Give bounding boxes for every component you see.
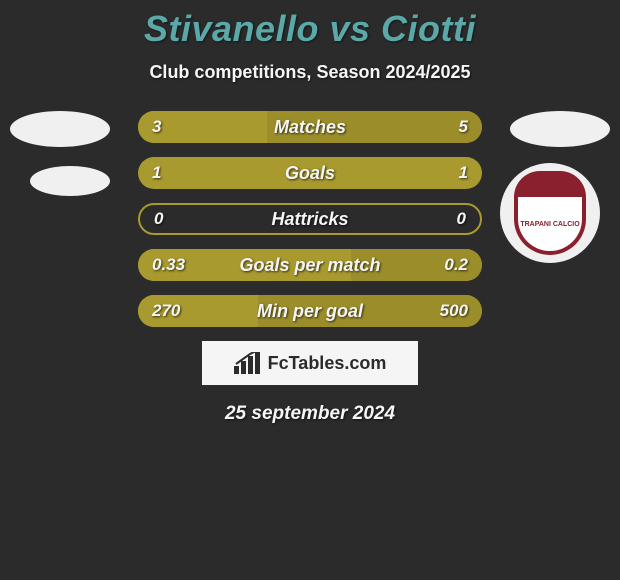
stat-value-right: 0.2 <box>444 255 468 275</box>
comparison-title: Stivanello vs Ciotti <box>0 0 620 50</box>
stat-label: Goals per match <box>239 255 380 276</box>
stat-bar-row: 3 Matches 5 <box>138 111 482 143</box>
stat-value-right: 500 <box>440 301 468 321</box>
chart-icon <box>234 352 262 374</box>
stat-value-left: 3 <box>152 117 161 137</box>
stat-value-left: 1 <box>152 163 161 183</box>
club-right-crest: TRAPANI CALCIO <box>514 171 586 255</box>
watermark-text: FcTables.com <box>268 353 387 374</box>
stat-value-right: 0 <box>457 209 466 229</box>
club-right-badge: TRAPANI CALCIO <box>500 163 600 263</box>
stat-bar-row: 0 Hattricks 0 <box>138 203 482 235</box>
stat-bar-row: 270 Min per goal 500 <box>138 295 482 327</box>
stat-bar-row: 1 Goals 1 <box>138 157 482 189</box>
stat-bars: 3 Matches 5 1 Goals 1 0 Hattricks 0 0.33 Goals per… <box>138 111 482 327</box>
club-right-crest-text: TRAPANI CALCIO <box>514 197 586 255</box>
stat-label: Matches <box>274 117 346 138</box>
stat-value-left: 270 <box>152 301 180 321</box>
stat-bar-row: 0.33 Goals per match 0.2 <box>138 249 482 281</box>
stat-value-left: 0.33 <box>152 255 185 275</box>
stat-label: Goals <box>285 163 335 184</box>
player-right-avatar <box>510 111 610 147</box>
comparison-subtitle: Club competitions, Season 2024/2025 <box>0 62 620 83</box>
stat-value-left: 0 <box>154 209 163 229</box>
club-left-badge <box>30 166 110 196</box>
stat-value-right: 1 <box>459 163 468 183</box>
content-area: TRAPANI CALCIO 3 Matches 5 1 Goals 1 0 Hattrick… <box>0 111 620 425</box>
stat-label: Hattricks <box>271 209 348 230</box>
stat-label: Min per goal <box>257 301 363 322</box>
snapshot-date: 25 september 2024 <box>0 403 620 425</box>
stat-value-right: 5 <box>459 117 468 137</box>
player-left-avatar <box>10 111 110 147</box>
watermark: FcTables.com <box>202 341 418 385</box>
